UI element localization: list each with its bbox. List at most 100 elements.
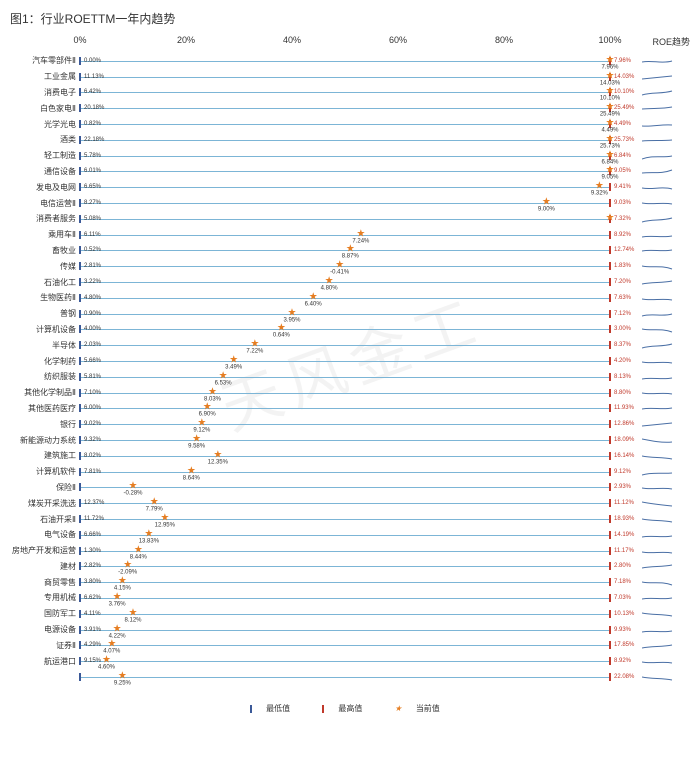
row: 商贸零售3.80%★4.15%7.18% [10,574,690,590]
low-label: 6.01% [84,168,101,174]
pct-label: 7.32% [614,216,631,222]
low-tick [79,341,81,349]
high-tick [609,499,611,507]
pct-label: 14.19% [614,532,634,538]
track: 5.66%★3.49%4.20% [80,353,610,369]
low-tick [79,167,81,175]
track: 6.42%★10.10%10.10% [80,85,610,101]
track: 8.02%★12.35%16.14% [80,448,610,464]
pct-label: 11.17% [614,548,634,554]
row-label: 汽车零部件Ⅱ [10,55,80,66]
high-tick [609,531,611,539]
row: 轻工制造5.78%★6.84%6.84% [10,148,690,164]
low-label: 3.91% [84,627,101,633]
low-tick [79,404,81,412]
pct-label: 8.37% [614,342,631,348]
star-icon: ★-0.28% [129,482,138,492]
low-label: 8.02% [84,453,101,459]
row: 酒类22.18%★25.73%25.73% [10,132,690,148]
low-label: 9.15% [84,658,101,664]
sparkline [642,307,682,321]
track: 3.80%★4.15%7.18% [80,574,610,590]
row-label: 光学光电 [10,119,80,130]
row-label: 畜牧业 [10,245,80,256]
sparkline [642,370,682,384]
track: 3.22%★4.80%7.20% [80,274,610,290]
low-label: 7.81% [84,469,101,475]
track: 5.08%★7.32% [80,211,610,227]
pct-label: 9.93% [614,627,631,633]
row: 工业金属11.13%★14.03%14.03% [10,69,690,85]
pct-label: 14.03% [614,74,634,80]
row: 计算机软件7.81%★8.64%9.12% [10,464,690,480]
row-label: 其他医药医疗 [10,403,80,414]
pct-label: 10.13% [614,611,634,617]
sparkline [642,180,682,194]
row: 新能源动力系统9.32%★9.58%18.09% [10,432,690,448]
row: 保险Ⅱ★-0.28%2.93% [10,480,690,496]
low-label: 1.30% [84,548,101,554]
low-label: 6.66% [84,532,101,538]
high-tick [609,294,611,302]
low-label: 11.72% [84,516,104,522]
track: 6.00%★6.90%11.93% [80,401,610,417]
x-tick: 0% [73,35,86,45]
pct-label: 8.80% [614,390,631,396]
track: 4.11%★8.12%10.13% [80,606,610,622]
low-label: 6.00% [84,405,101,411]
roe-header: ROE趋势 [652,35,690,48]
low-tick [79,120,81,128]
low-tick [79,325,81,333]
star-icon: ★6.40% [309,292,318,302]
star-icon: ★7.24% [356,229,365,239]
star-icon: ★-0.41% [335,261,344,271]
high-tick [609,436,611,444]
sparkline [642,623,682,637]
track: 9.15%★4.60%8.92% [80,653,610,669]
low-tick [79,262,81,270]
sparkline [642,433,682,447]
track: 4.80%★6.40%7.63% [80,290,610,306]
row: 房地产开发和运营1.30%★8.44%11.17% [10,543,690,559]
sparkline [642,654,682,668]
low-tick [79,199,81,207]
row: 银行9.02%★9.12%12.86% [10,416,690,432]
x-axis: 0%20%40%60%80%100% [80,35,610,51]
row-label: 石油开采Ⅱ [10,514,80,525]
pct-label: 4.49% [614,121,631,127]
row: 普钢0.90%★3.95%7.12% [10,306,690,322]
pct-label: 9.41% [614,184,631,190]
track: 4.29%★4.07%17.85% [80,637,610,653]
low-tick [79,152,81,160]
sparkline [642,417,682,431]
row-label: 计算机设备 [10,324,80,335]
row-label: 化学制药 [10,356,80,367]
track: 8.27%★9.00%9.03% [80,195,610,211]
star-icon: ★8.03% [208,387,217,397]
low-tick [79,626,81,634]
low-label: 11.13% [84,74,104,80]
pct-label: 2.93% [614,484,631,490]
sparkline [642,575,682,589]
high-tick [609,547,611,555]
sparkline [642,228,682,242]
row: 汽车零部件Ⅱ0.00%★7.96%7.96% [10,53,690,69]
row: 白色家电Ⅱ20.18%★25.49%25.49% [10,100,690,116]
row-label: 航运港口 [10,656,80,667]
low-label: 22.18% [84,137,104,143]
pct-label: 12.86% [614,421,634,427]
low-tick [79,578,81,586]
low-label: 4.00% [84,326,101,332]
pct-label: 10.10% [614,89,634,95]
low-tick [79,136,81,144]
row-label: 证券Ⅱ [10,640,80,651]
row: 畜牧业0.52%★8.87%12.74% [10,243,690,259]
pct-label: 8.13% [614,374,631,380]
track: ★-0.28%2.93% [80,480,610,496]
row-label: 普钢 [10,308,80,319]
low-label: 8.27% [84,200,101,206]
row-label: 房地产开发和运营 [10,545,80,556]
track: 6.66%★13.83%14.19% [80,527,610,543]
row-label: 专用机械 [10,592,80,603]
star-icon: ★4.80% [325,277,334,287]
